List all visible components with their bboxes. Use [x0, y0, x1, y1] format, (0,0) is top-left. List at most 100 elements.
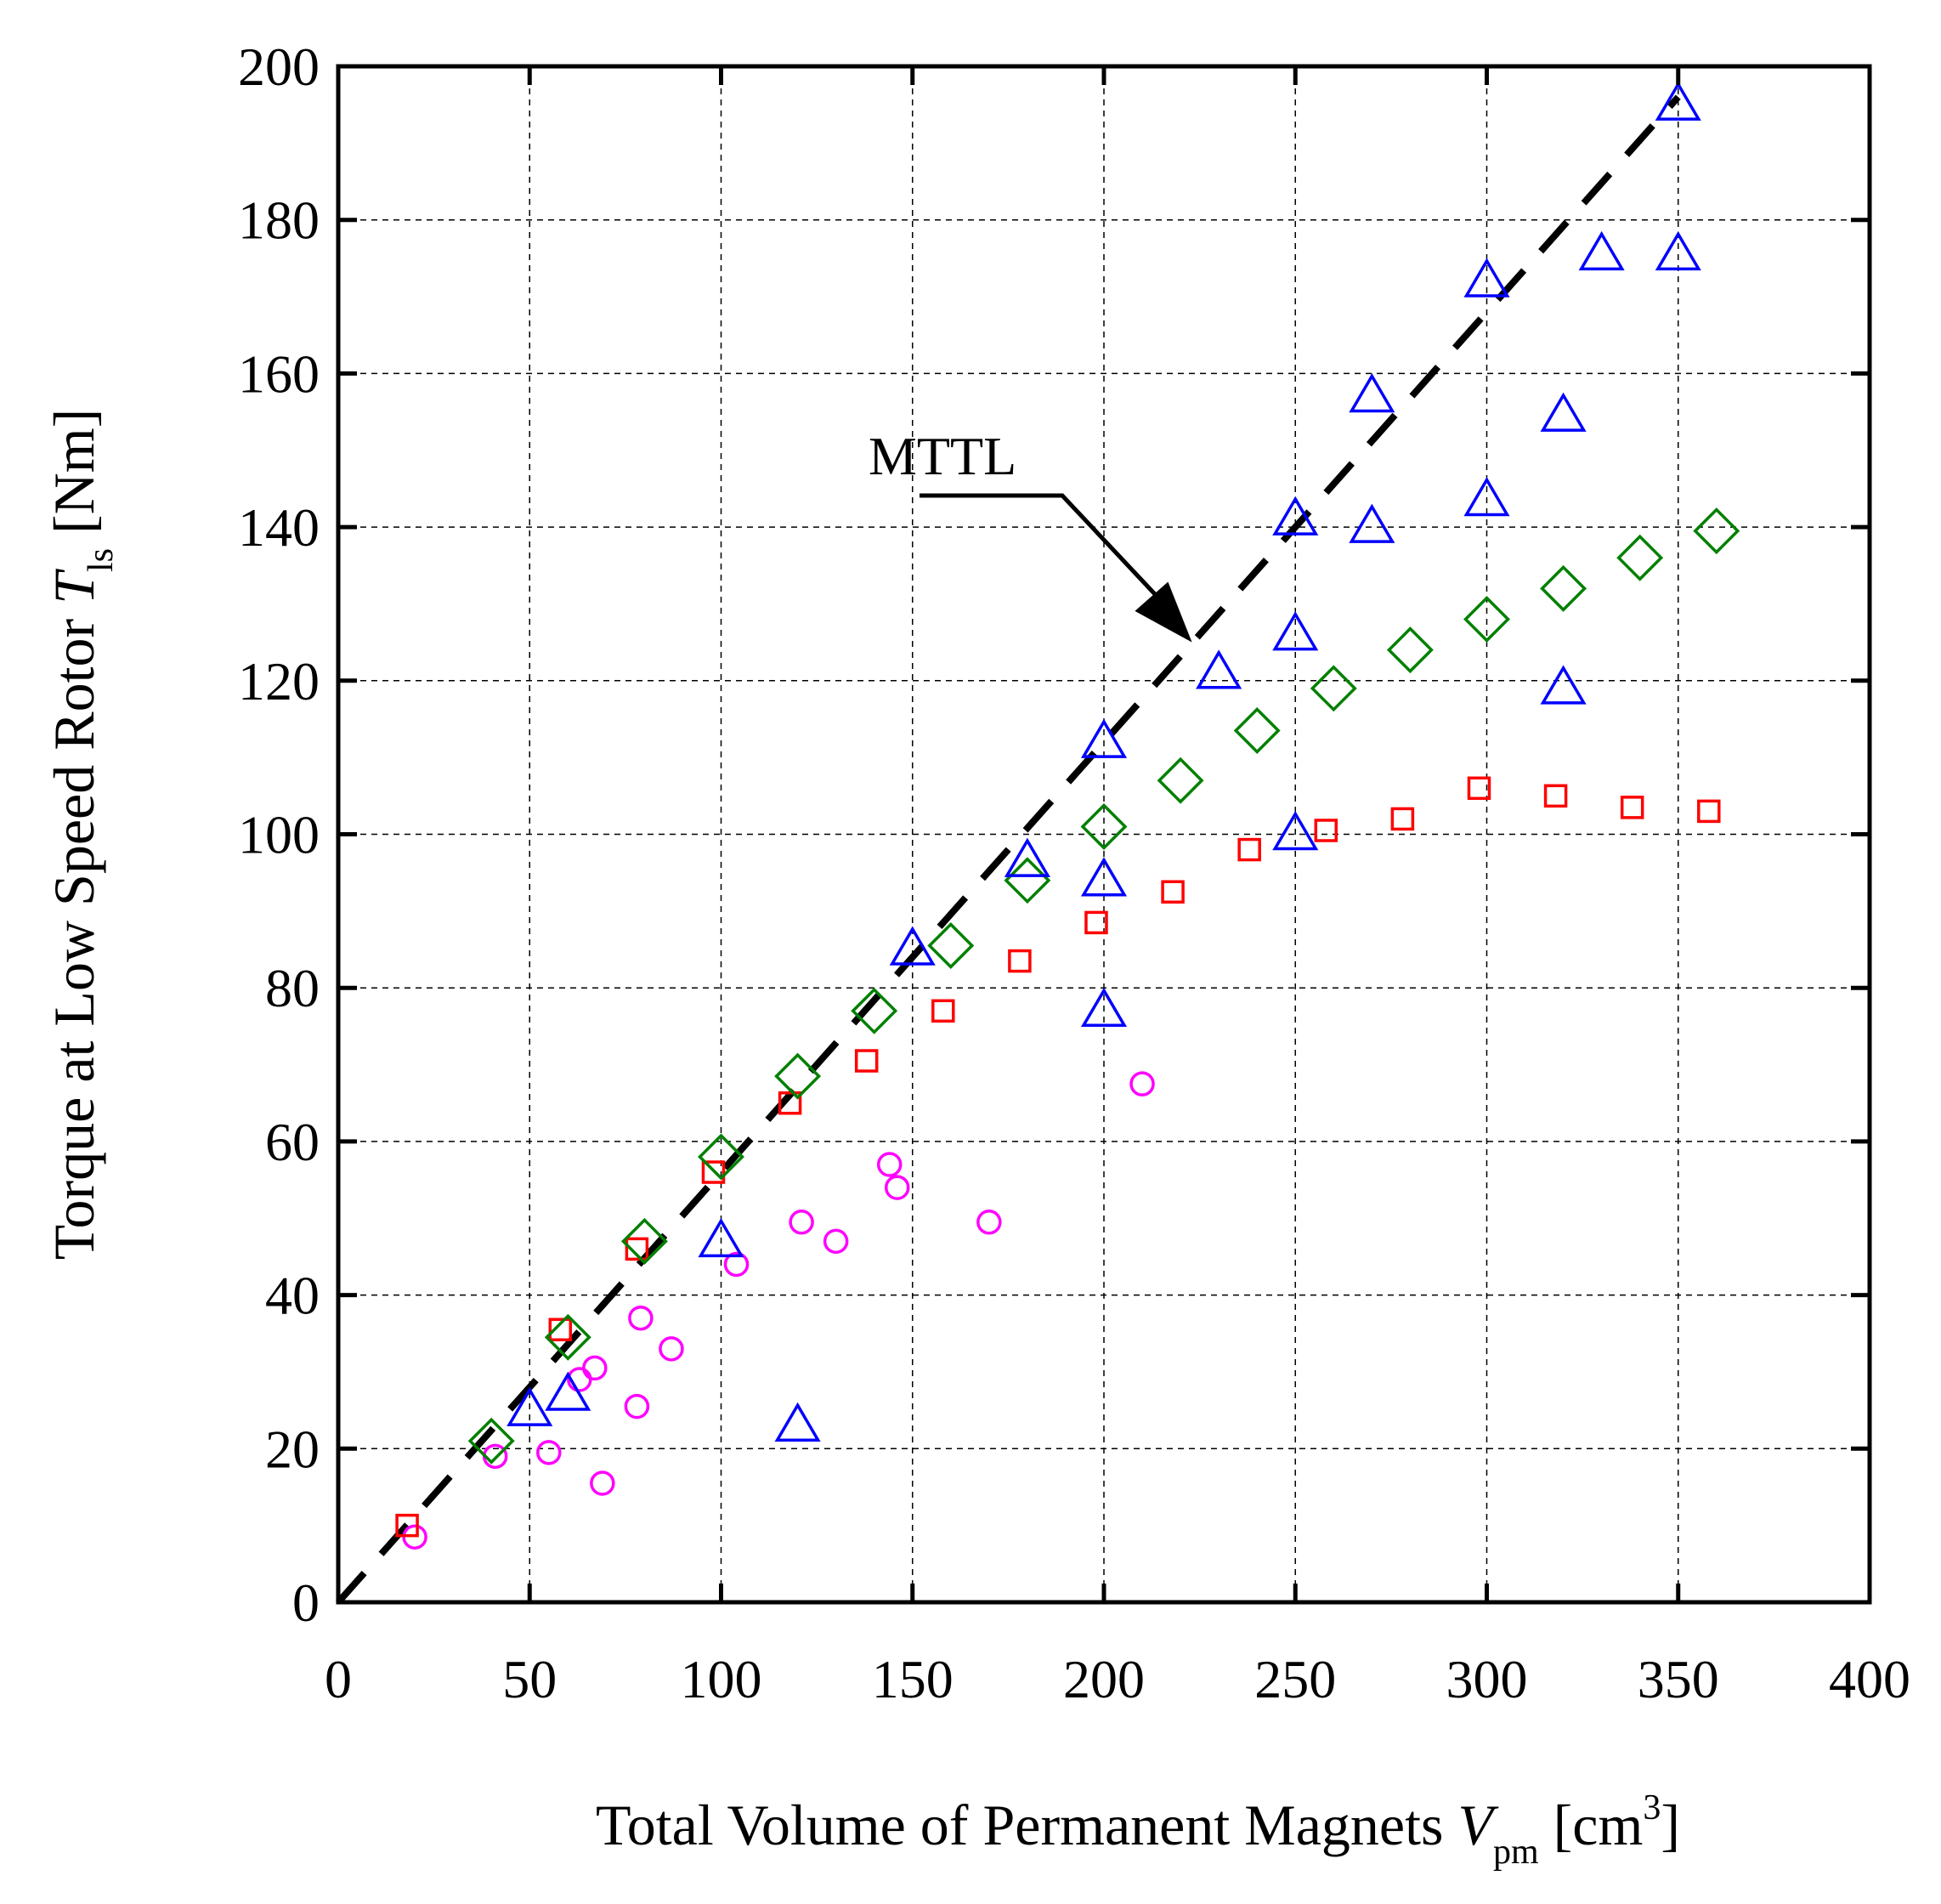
square-point [1314, 819, 1338, 842]
plot-frame [336, 64, 1872, 1605]
diamond-point [774, 1052, 822, 1100]
y-axis-title: Torque at Low Speed Rotor Tls [Nm] [42, 409, 121, 1261]
diamond-point [620, 1217, 668, 1265]
triangle-point [1540, 392, 1587, 432]
square-point [1467, 776, 1491, 801]
diamond-point [927, 922, 975, 969]
diamond-point [851, 987, 898, 1034]
square-point [701, 1160, 726, 1184]
triangle-point [1655, 230, 1701, 271]
y-tick-label: 40 [265, 1266, 320, 1326]
square-point [1084, 910, 1108, 935]
diamond-point [1616, 534, 1664, 581]
series-circles [402, 1071, 1155, 1550]
data-markers [395, 81, 1740, 1550]
circle-point [659, 1336, 684, 1362]
y-axis-title-sub: ls [82, 548, 121, 572]
triangle-point [1349, 503, 1395, 543]
diamond-point [544, 1313, 591, 1361]
diamond-point [1004, 857, 1051, 904]
triangle-point [1463, 477, 1510, 517]
mttl-dashed-line [336, 94, 1681, 1605]
x-tick-label: 250 [1254, 1649, 1336, 1709]
triangle-point [1463, 258, 1510, 298]
triangle-point [1272, 811, 1319, 851]
diamond-point [1386, 626, 1434, 674]
square-point [1543, 784, 1568, 808]
diamond-point [698, 1133, 744, 1181]
square-point [1697, 799, 1721, 824]
square-point [1237, 837, 1261, 862]
series-squares [395, 776, 1721, 1538]
diamond-point [1540, 564, 1587, 612]
x-tick-label: 350 [1638, 1649, 1719, 1709]
diamond-point [467, 1417, 515, 1465]
circle-point [624, 1393, 650, 1420]
diamond-point [1463, 596, 1510, 643]
triangle-point [1655, 81, 1701, 121]
square-point [854, 1049, 879, 1073]
x-axis-title-var: V [1457, 1793, 1499, 1857]
triangle-point [506, 1386, 553, 1426]
tick-labels: 0 50 100 150 200 250 300 350 400 0 20 40 60 80 100 120 1… [238, 37, 1910, 1709]
x-tick-label: 0 [325, 1649, 352, 1709]
grid-lines [338, 66, 1870, 1602]
square-point [1620, 796, 1644, 819]
y-tick-label: 180 [238, 190, 320, 251]
x-tick-label: 300 [1446, 1649, 1528, 1709]
y-tick-label: 20 [265, 1419, 320, 1479]
square-point [778, 1091, 802, 1115]
mttl-arrow-leader [920, 493, 1170, 610]
diamond-point [1233, 707, 1281, 755]
diamond-point [1080, 802, 1128, 850]
x-tick-label: 150 [872, 1649, 954, 1709]
triangle-point [1272, 496, 1319, 536]
triangle-point [1349, 373, 1395, 413]
diamond-point [1310, 665, 1357, 712]
diamond-point [1693, 507, 1740, 555]
circle-point [590, 1470, 615, 1496]
y-tick-label: 120 [238, 651, 320, 711]
triangle-point [698, 1217, 744, 1258]
x-axis-title-unit-close: ] [1661, 1793, 1680, 1857]
circle-point [536, 1440, 562, 1465]
triangle-point [1196, 649, 1242, 689]
y-tick-label: 80 [265, 958, 320, 1018]
series-triangles [506, 81, 1701, 1442]
y-axis-title-prefix: Torque at Low Speed Rotor [42, 604, 106, 1260]
triangle-point [1080, 857, 1128, 897]
triangle-point [774, 1402, 821, 1442]
y-axis-title-var: T [42, 569, 106, 604]
triangle-point [1004, 837, 1050, 877]
triangle-point [889, 926, 936, 966]
y-tick-label: 0 [292, 1572, 320, 1633]
square-point [931, 999, 955, 1023]
diamond-point [1157, 756, 1204, 804]
triangle-point [1080, 718, 1128, 758]
series-diamonds [467, 507, 1740, 1465]
triangle-point [1540, 665, 1587, 705]
x-tick-label: 200 [1063, 1649, 1145, 1709]
triangle-point [545, 1371, 591, 1411]
circle-point [823, 1228, 849, 1255]
circle-point [789, 1210, 814, 1235]
y-axis-title-unit: [Nm] [42, 409, 106, 548]
x-tick-label: 50 [502, 1649, 557, 1709]
x-tick-label: 100 [681, 1649, 762, 1709]
triangle-point [1272, 611, 1319, 651]
x-axis-title-sup: 3 [1643, 1788, 1661, 1828]
mttl-reference-line [336, 94, 1681, 1605]
square-point [625, 1237, 649, 1261]
circle-point [976, 1210, 1002, 1235]
circle-point [723, 1251, 750, 1278]
triangle-point [1578, 230, 1625, 271]
mttl-arrow-head-icon [1135, 581, 1192, 643]
x-axis-title-prefix: Total Volume of Permanent Magnets [596, 1793, 1457, 1857]
y-tick-label: 200 [238, 37, 320, 97]
square-point [395, 1513, 419, 1538]
mttl-annotation-label: MTTL [869, 426, 1016, 486]
x-axis-title-sub: pm [1493, 1833, 1539, 1872]
x-axis-title-unit-open: [cm [1539, 1793, 1644, 1857]
y-tick-label: 160 [238, 343, 320, 404]
